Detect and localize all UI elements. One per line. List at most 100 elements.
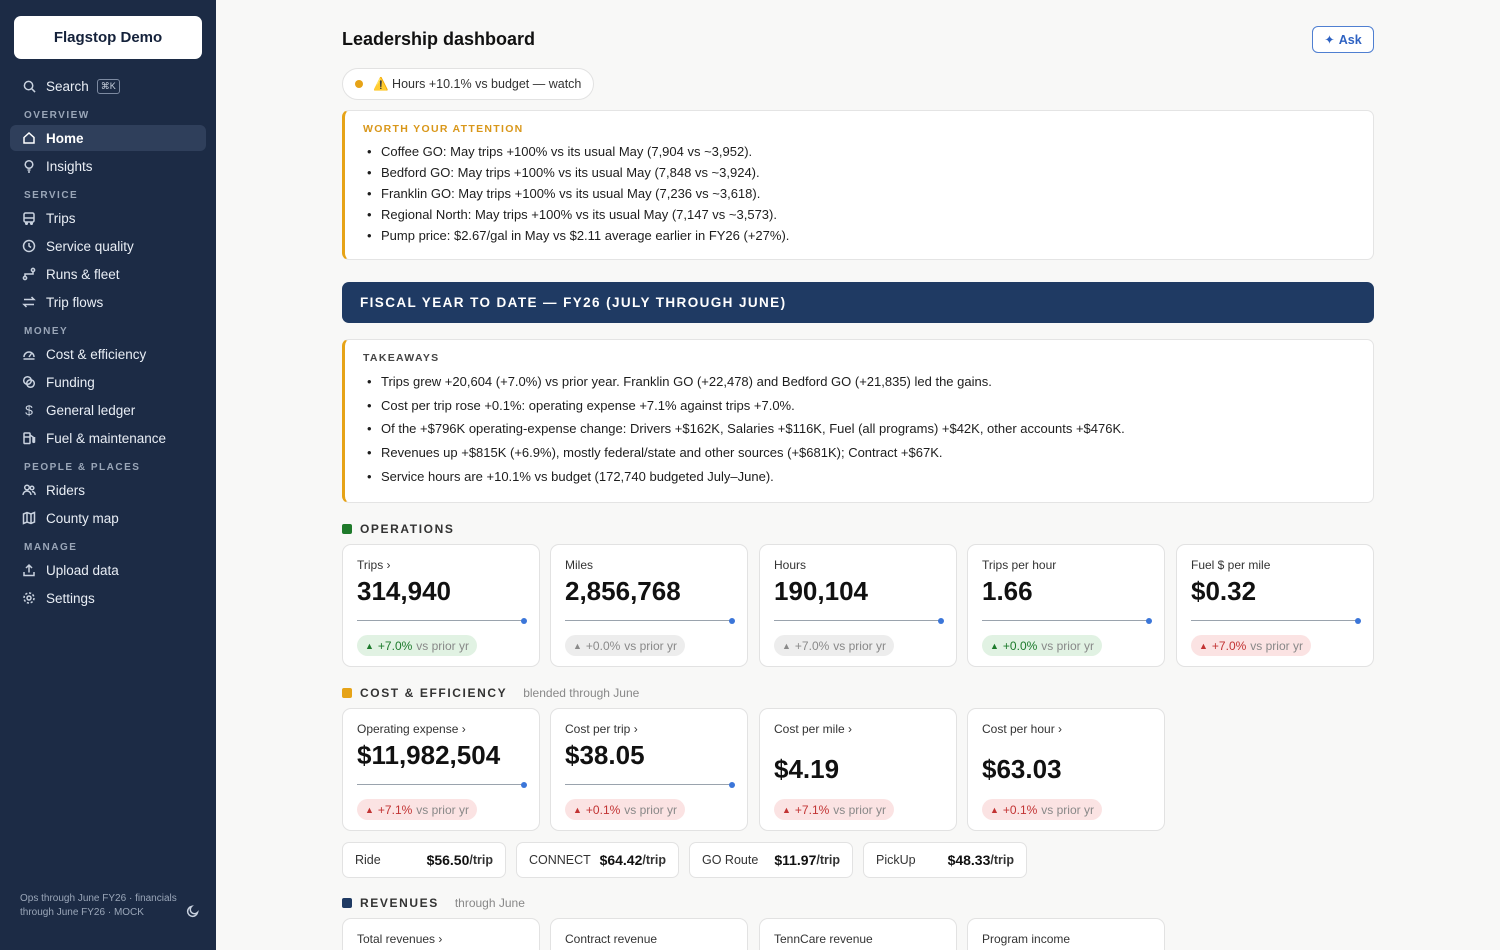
sidebar-item-label: Home <box>46 130 84 146</box>
sidebar-item-riders[interactable]: Riders <box>10 477 206 503</box>
sidebar-item-label: Service quality <box>46 238 134 254</box>
delta-badge: ▲ +0.1% vs prior yr <box>982 799 1102 820</box>
sparkle-icon: ✦ <box>1324 33 1335 47</box>
list-item: Service hours are +10.1% vs budget (172,… <box>363 465 1355 489</box>
delta-value: +7.0% <box>1211 638 1247 653</box>
status-dot-icon <box>355 80 363 88</box>
sidebar-item-settings[interactable]: Settings <box>10 585 206 611</box>
delta-value: +7.0% <box>377 638 413 653</box>
kpi-card-total-revenues[interactable]: Total revenues › <box>342 918 540 950</box>
ask-button[interactable]: ✦ Ask <box>1312 26 1374 53</box>
sidebar-item-label: Cost & efficiency <box>46 346 147 362</box>
kpi-card-operating-expense[interactable]: Operating expense › $11,982,504 ▲ +7.1% vs… <box>342 708 540 831</box>
cost-header: COST & EFFICIENCY blended through June <box>342 686 639 700</box>
sidebar: Flagstop Demo Search ⌘K OVERVIEW Home In… <box>0 0 216 950</box>
sidebar-item-cost-efficiency[interactable]: Cost & efficiency <box>10 341 206 367</box>
kpi-label: Trips per hour <box>982 558 1057 572</box>
mode-value: $56.50 <box>426 852 470 868</box>
fiscal-year-banner: FISCAL YEAR TO DATE — FY26 (JULY THROUGH… <box>342 282 1374 323</box>
sparkline-endpoint <box>1146 618 1152 624</box>
sidebar-item-label: Trip flows <box>46 294 104 310</box>
kpi-label: Cost per hour › <box>982 722 1063 736</box>
kpi-card-trips[interactable]: Trips › 314,940 ▲ +7.0% vs prior yr <box>342 544 540 667</box>
arrow-up-icon: ▲ <box>365 640 374 651</box>
cost-label: COST & EFFICIENCY <box>360 686 508 700</box>
sidebar-item-upload-data[interactable]: Upload data <box>10 557 206 583</box>
sidebar-item-label: Trips <box>46 210 76 226</box>
mode-value: $11.97 <box>774 852 817 868</box>
delta-caption: vs prior yr <box>624 802 677 817</box>
takeaways-label: TAKEAWAYS <box>363 352 440 364</box>
bus-icon <box>22 211 36 225</box>
sidebar-item-label: Funding <box>46 374 95 390</box>
sidebar-item-funding[interactable]: Funding <box>10 369 206 395</box>
mode-unit: /trip <box>469 853 493 867</box>
kpi-label: Contract revenue <box>565 932 658 946</box>
mode-cost-pickup: PickUp $48.33/trip <box>863 842 1027 878</box>
sidebar-item-fuel-maintenance[interactable]: Fuel & maintenance <box>10 425 206 451</box>
arrow-up-icon: ▲ <box>782 804 791 815</box>
sidebar-item-general-ledger[interactable]: $ General ledger <box>10 397 206 423</box>
delta-value: +0.1% <box>585 802 621 817</box>
delta-badge: ▲ +7.1% vs prior yr <box>357 799 477 820</box>
kpi-card-cost-per-mile[interactable]: Cost per mile › $4.19 ▲ +7.1% vs prior yr <box>759 708 957 831</box>
kpi-card-fuel-per-mile: Fuel $ per mile $0.32 ▲ +7.0% vs prior yr <box>1176 544 1374 667</box>
cost-sublabel: blended through June <box>523 686 640 700</box>
mode-value: $48.33 <box>947 852 991 868</box>
sidebar-item-label: Upload data <box>46 562 119 578</box>
list-item: Trips grew +20,604 (+7.0%) vs prior year… <box>363 370 1355 394</box>
dollar-icon: $ <box>25 402 33 418</box>
list-item: Franklin GO: May trips +100% vs its usua… <box>363 183 1355 204</box>
kpi-label: Cost per trip › <box>565 722 638 736</box>
list-item: Coffee GO: May trips +100% vs its usual … <box>363 141 1355 162</box>
arrow-up-icon: ▲ <box>573 804 582 815</box>
delta-value: +7.1% <box>377 802 413 817</box>
sidebar-item-label: Fuel & maintenance <box>46 430 167 446</box>
mode-cost-connect: CONNECT $64.42/trip <box>516 842 679 878</box>
revenues-sublabel: through June <box>454 896 525 910</box>
gauge-icon <box>22 347 36 361</box>
brand-button[interactable]: Flagstop Demo <box>14 16 202 59</box>
delta-caption: vs prior yr <box>1041 802 1094 817</box>
coins-icon <box>22 375 36 389</box>
sidebar-item-insights[interactable]: Insights <box>10 153 206 179</box>
kpi-label: Trips › <box>357 558 391 572</box>
status-badge: ⚠️ Hours +10.1% vs budget — watch <box>342 68 595 100</box>
sidebar-item-label: Settings <box>46 590 95 606</box>
moon-icon[interactable] <box>186 904 200 918</box>
sidebar-item-home[interactable]: Home <box>10 125 206 151</box>
list-item: Pump price: $2.67/gal in May vs $2.11 av… <box>363 225 1355 246</box>
delta-caption: vs prior yr <box>624 638 677 653</box>
sparkline <box>982 618 1152 624</box>
kpi-card-hours: Hours 190,104 ▲ +7.0% vs prior yr <box>759 544 957 667</box>
delta-caption: vs prior yr <box>416 638 469 653</box>
kpi-label: Miles <box>565 558 594 572</box>
gear-icon <box>22 591 36 605</box>
sparkline-endpoint <box>1355 618 1361 624</box>
sidebar-item-runs-fleet[interactable]: Runs & fleet <box>10 261 206 287</box>
sparkline-endpoint <box>729 618 735 624</box>
operations-swatch-icon <box>342 524 352 534</box>
sidebar-item-trip-flows[interactable]: Trip flows <box>10 289 206 315</box>
list-item: Cost per trip rose +0.1%: operating expe… <box>363 394 1355 418</box>
kpi-value: $11,982,504 <box>357 740 501 770</box>
list-item: Bedford GO: May trips +100% vs its usual… <box>363 162 1355 183</box>
delta-caption: vs prior yr <box>416 802 469 817</box>
sidebar-item-county-map[interactable]: County map <box>10 505 206 531</box>
page-title: Leadership dashboard <box>342 29 536 49</box>
sparkline-endpoint <box>521 782 527 788</box>
mode-unit: /trip <box>642 853 666 867</box>
search-button[interactable]: Search ⌘K <box>10 73 206 99</box>
mode-name: GO Route <box>702 853 759 867</box>
arrow-up-icon: ▲ <box>990 804 999 815</box>
kpi-value: $0.32 <box>1191 576 1257 606</box>
kpi-card-cost-per-trip[interactable]: Cost per trip › $38.05 ▲ +0.1% vs prior yr <box>550 708 748 831</box>
sparkline <box>565 782 735 788</box>
mode-name: CONNECT <box>529 853 591 867</box>
kpi-card-cost-per-hour[interactable]: Cost per hour › $63.03 ▲ +0.1% vs prior yr <box>967 708 1165 831</box>
list-item: Regional North: May trips +100% vs its u… <box>363 204 1355 225</box>
kpi-card-trips-per-hour: Trips per hour 1.66 ▲ +0.0% vs prior yr <box>967 544 1165 667</box>
sidebar-item-trips[interactable]: Trips <box>10 205 206 231</box>
sidebar-item-service-quality[interactable]: Service quality <box>10 233 206 259</box>
search-icon <box>22 79 36 93</box>
